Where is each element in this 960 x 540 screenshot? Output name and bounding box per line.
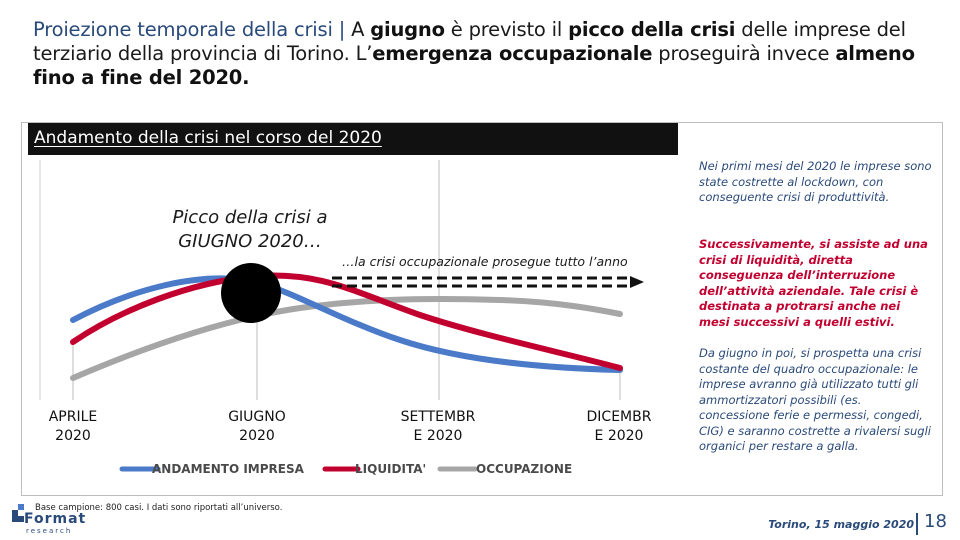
logo-text: Format <box>24 511 87 527</box>
logo-subtext: research <box>26 527 73 535</box>
note-liquidita: Successivamente, si assiste ad una crisi… <box>699 237 928 329</box>
series-impresa <box>70 275 623 373</box>
section-header-bar <box>28 123 678 155</box>
format-research-logo <box>12 504 24 522</box>
xlabel-dicembre: DICEMBR E 2020 <box>586 409 652 444</box>
xlabel-aprile: APRILE 2020 <box>48 409 98 444</box>
footer-separator <box>916 513 918 535</box>
arrow-head <box>630 276 644 288</box>
page-number: 18 <box>924 511 947 532</box>
legend-label-liquidita: LIQUIDITA' <box>355 462 427 476</box>
title-prefix: Proiezione temporale della crisi | <box>33 18 346 41</box>
xlabel-giugno: GIUGNO 2020 <box>228 409 286 444</box>
note-occupazione: Da giugno in poi, si prospetta una crisi… <box>699 346 931 453</box>
peak-marker <box>221 263 281 323</box>
legend-label-impresa: ANDAMENTO IMPRESA <box>152 462 304 476</box>
legend-label-occupazione: OCCUPAZIONE <box>476 462 573 476</box>
peak-annotation: Picco della crisi a GIUGNO 2020… <box>172 207 328 252</box>
xlabel-settembre: SETTEMBR E 2020 <box>400 409 476 444</box>
note-lockdown: Nei primi mesi del 2020 le imprese sono … <box>699 159 932 204</box>
section-title: Andamento della crisi nel corso del 2020 <box>34 128 382 148</box>
crisis-continues-annotation: …la crisi occupazionale prosegue tutto l… <box>342 254 628 269</box>
content-frame <box>21 122 943 496</box>
page-title: Proiezione temporale della crisi | A giu… <box>33 18 915 89</box>
footer-date: Torino, 15 maggio 2020 <box>768 518 914 531</box>
sample-note: Base campione: 800 casi. I dati sono rip… <box>35 503 283 513</box>
